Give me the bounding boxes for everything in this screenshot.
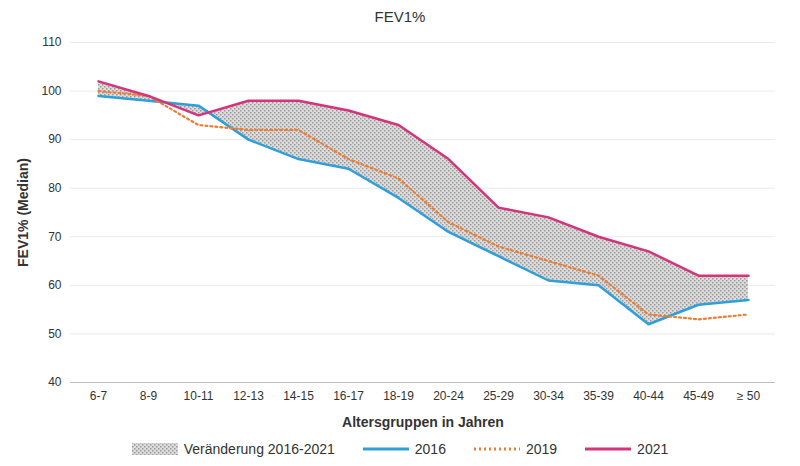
html-text:2019: 2019 [525,441,558,457]
svg-text:110: 110 [42,35,61,49]
svg-text:90: 90 [48,132,62,146]
svg-text:30-34: 30-34 [533,389,564,403]
svg-text:8-9: 8-9 [140,389,158,403]
svg-text:40: 40 [48,375,62,389]
svg-text:20-24: 20-24 [433,389,464,403]
svg-text:40-44: 40-44 [633,389,664,403]
svg-text:6-7: 6-7 [90,389,108,403]
svg-text:FEV1% (Median): FEV1% (Median) [15,158,31,267]
svg-text:25-29: 25-29 [483,389,514,403]
html-text:Veränderung 2016-2021: Veränderung 2016-2021 [183,441,335,457]
svg-text:Altersgruppen in Jahren: Altersgruppen in Jahren [342,414,504,430]
svg-text:35-39: 35-39 [583,389,614,403]
svg-text:70: 70 [48,230,62,244]
svg-text:100: 100 [41,84,61,98]
svg-text:≥ 50: ≥ 50 [737,389,761,403]
html-text:FEV1%: FEV1% [374,8,426,25]
svg-text:12-13: 12-13 [233,389,264,403]
html-text:2021: 2021 [637,441,669,457]
html-text:2016: 2016 [414,441,446,457]
svg-text:50: 50 [48,327,62,341]
svg-text:60: 60 [48,278,62,292]
svg-text:80: 80 [48,181,62,195]
svg-text:16-17: 16-17 [333,389,364,403]
svg-text:10-11: 10-11 [184,389,214,403]
svg-text:14-15: 14-15 [283,389,314,403]
svg-text:45-49: 45-49 [683,389,714,403]
svg-text:18-19: 18-19 [383,389,414,403]
